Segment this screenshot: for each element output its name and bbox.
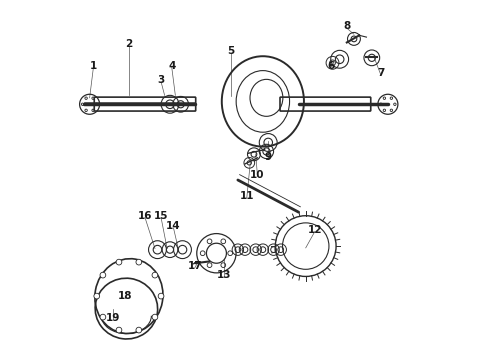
Text: 2: 2 <box>125 39 132 49</box>
Circle shape <box>100 314 106 320</box>
Circle shape <box>152 272 158 278</box>
Circle shape <box>116 327 122 333</box>
Circle shape <box>152 314 158 320</box>
Text: 12: 12 <box>307 225 322 235</box>
Text: 6: 6 <box>327 61 334 71</box>
Circle shape <box>94 293 99 299</box>
Text: 5: 5 <box>227 46 234 57</box>
Text: 4: 4 <box>168 61 175 71</box>
Text: 15: 15 <box>154 211 168 221</box>
Text: 17: 17 <box>188 261 202 271</box>
Text: 1: 1 <box>90 61 97 71</box>
Text: 19: 19 <box>106 312 120 323</box>
Text: 10: 10 <box>250 170 265 180</box>
Text: 3: 3 <box>157 75 165 85</box>
Text: 9: 9 <box>265 152 272 162</box>
Text: 11: 11 <box>240 191 254 201</box>
Circle shape <box>116 259 122 265</box>
Text: 18: 18 <box>118 291 133 301</box>
Text: 8: 8 <box>343 21 350 31</box>
Text: 14: 14 <box>166 221 181 231</box>
Circle shape <box>158 293 164 299</box>
Circle shape <box>100 272 106 278</box>
Text: 13: 13 <box>216 270 231 280</box>
Circle shape <box>136 259 142 265</box>
Circle shape <box>136 327 142 333</box>
Text: 7: 7 <box>377 68 385 78</box>
Text: 16: 16 <box>138 211 152 221</box>
